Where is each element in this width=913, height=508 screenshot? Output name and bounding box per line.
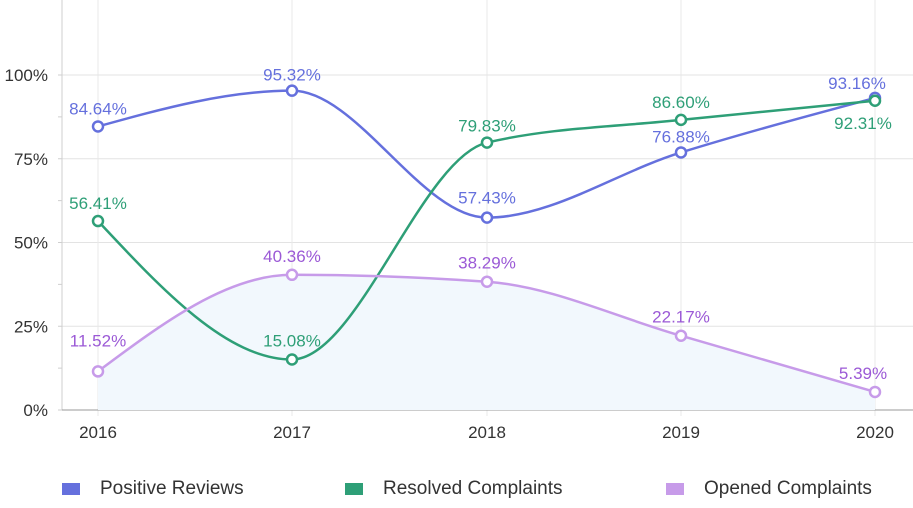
x-tick-label: 2019 [662,423,700,442]
y-tick-label: 25% [14,317,48,336]
legend-swatch-resolved-complaints [345,483,363,495]
data-label-positive-reviews: 84.64% [69,99,127,118]
x-tick-label: 2018 [468,423,506,442]
legend-label-positive-reviews: Positive Reviews [100,478,244,499]
y-tick-label: 100% [5,66,48,85]
legend-swatch-opened-complaints [666,483,684,495]
data-point-positive-reviews[interactable] [91,120,105,133]
y-tick-label: 50% [14,234,48,253]
y-tick-label: 0% [23,401,48,420]
data-label-positive-reviews: 57.43% [458,189,516,208]
x-tick-label: 2017 [273,423,311,442]
data-point-opened-complaints[interactable] [285,268,299,282]
data-point-resolved-complaints[interactable] [91,214,105,228]
data-point-positive-reviews[interactable] [674,146,688,159]
data-point-positive-reviews[interactable] [480,211,494,224]
line-chart: 0% 25% 50% 75% 100% 2016 2017 2018 2019 2020 84.64… [5,0,913,442]
legend-item-opened-complaints[interactable]: Opened Complaints [666,478,872,500]
data-point-resolved-complaints[interactable] [868,94,882,108]
data-label-resolved-complaints: 56.41% [69,194,127,213]
data-point-resolved-complaints[interactable] [480,136,494,149]
data-point-resolved-complaints[interactable] [285,353,299,366]
data-point-opened-complaints[interactable] [674,329,688,342]
opened-complaints-area [98,274,875,410]
legend-label-resolved-complaints: Resolved Complaints [383,478,563,499]
data-label-positive-reviews: 93.16% [828,74,886,93]
data-point-positive-reviews[interactable] [285,84,299,97]
data-label-positive-reviews: 95.32% [263,66,321,85]
data-point-opened-complaints[interactable] [91,365,105,378]
y-tick-label: 75% [14,150,48,169]
data-label-opened-complaints: 22.17% [652,308,710,327]
data-label-opened-complaints: 38.29% [458,254,516,273]
data-point-opened-complaints[interactable] [868,385,882,399]
data-label-resolved-complaints: 92.31% [834,114,892,133]
x-tick-label: 2016 [79,423,117,442]
data-label-resolved-complaints: 15.08% [263,331,321,350]
legend-item-resolved-complaints[interactable]: Resolved Complaints [345,478,563,500]
legend-label-opened-complaints: Opened Complaints [704,478,872,499]
data-point-opened-complaints[interactable] [480,275,494,288]
data-label-opened-complaints: 11.52% [70,331,126,350]
x-tick-label: 2020 [856,423,894,442]
chart-legend: Positive Reviews Resolved Complaints Ope… [0,478,913,508]
data-label-resolved-complaints: 86.60% [652,93,710,112]
legend-swatch-positive-reviews [62,483,80,495]
data-label-positive-reviews: 76.88% [652,127,710,146]
legend-item-positive-reviews[interactable]: Positive Reviews [62,478,244,500]
data-label-opened-complaints: 40.36% [263,247,321,266]
data-label-resolved-complaints: 79.83% [458,117,516,136]
data-point-resolved-complaints[interactable] [674,113,688,127]
data-label-opened-complaints: 5.39% [839,364,887,383]
series-line-resolved-complaints [97,99,876,361]
